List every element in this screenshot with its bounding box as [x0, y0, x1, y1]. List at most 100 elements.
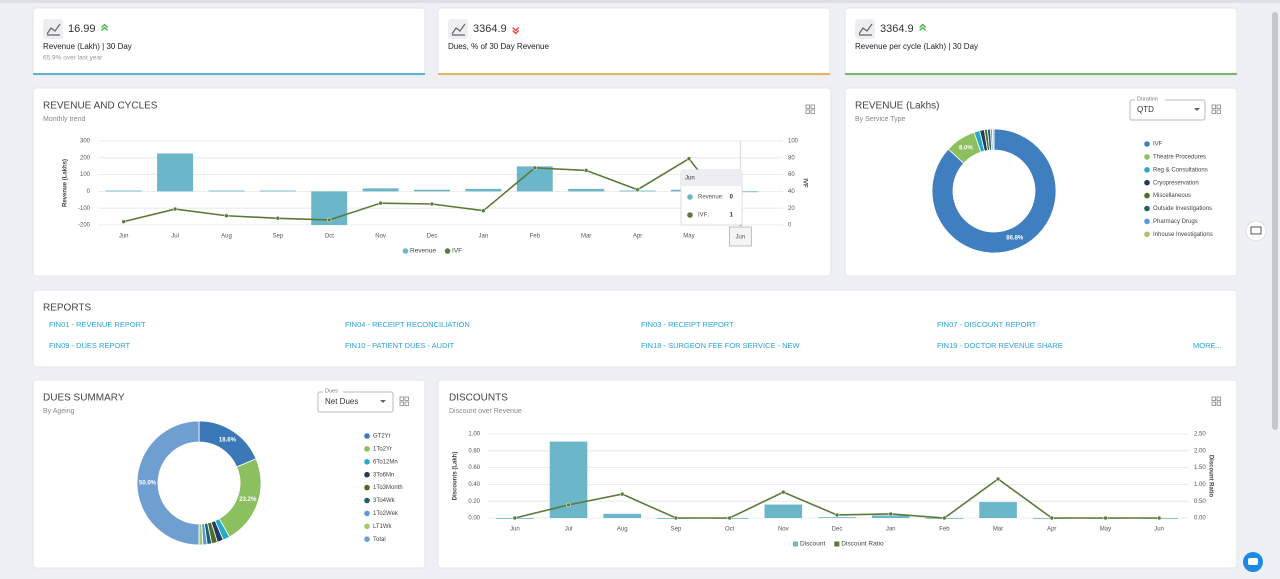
dropdown-label: Dues — [325, 388, 338, 394]
dropdown-value: QTD — [1137, 105, 1154, 114]
layout-icon — [1216, 109, 1221, 114]
top-bar — [0, 0, 1280, 3]
scrollbar[interactable] — [1272, 12, 1278, 430]
dropdown-value: Net Dues — [325, 397, 358, 406]
report-link[interactable]: FIN18 - SURGEON FEE FOR SERVICE - NEW — [641, 341, 801, 350]
trend-arrow — [512, 27, 520, 32]
y-axis-label: Discounts (Lakh) — [453, 452, 459, 501]
layout-icon — [805, 109, 810, 114]
legend-label: Outside Investigations — [1153, 206, 1212, 212]
slice-label: 8.0% — [959, 145, 973, 151]
dropdown-label-bg — [1135, 96, 1165, 102]
kpi-label: Revenue (Lakh) | 30 Day — [43, 42, 132, 51]
y-tick-label: 300 — [80, 139, 91, 145]
tooltip-label: IVF: — [698, 213, 709, 219]
layout-icon — [399, 401, 404, 406]
bar — [818, 517, 856, 518]
tooltip-title: Jun — [685, 176, 695, 182]
bar — [157, 153, 194, 192]
layout-icon — [810, 104, 815, 109]
legend-label: IVF — [452, 248, 462, 255]
line-point — [1156, 515, 1162, 521]
duration-dropdown[interactable] — [1129, 99, 1206, 121]
line-point — [619, 491, 625, 497]
chart-title: DUES SUMMARY — [43, 393, 125, 404]
legend-label: 3To6Mn — [373, 472, 394, 478]
legend-label: Theatre Procedures — [1153, 154, 1206, 160]
legend-marker — [364, 459, 370, 465]
chat-icon — [1248, 558, 1258, 565]
report-link[interactable]: FIN01 - REVENUE REPORT — [49, 320, 146, 329]
kpi-accent — [33, 73, 425, 75]
tooltip-header — [681, 170, 742, 186]
legend-label: Revenue — [410, 248, 436, 255]
legend-marker — [364, 497, 370, 504]
report-link[interactable]: FIN04 - RECEIPT RECONCILIATION — [345, 320, 470, 329]
y-tick-label: 0 — [87, 189, 91, 195]
layout-icon — [1211, 396, 1216, 401]
x-tick-label: Jul — [565, 527, 573, 533]
more-link[interactable]: MORE... — [1193, 341, 1222, 350]
legend-marker — [402, 248, 409, 254]
tooltip-label: Revenue: — [698, 195, 724, 201]
kpi-value: 3364.9 — [473, 23, 507, 35]
line-point — [512, 515, 518, 521]
x-tick-label: Feb — [530, 234, 541, 240]
line-point — [686, 156, 692, 161]
x-tick-label: Dec — [427, 234, 438, 240]
y-tick-label: 200 — [80, 155, 91, 161]
legend-marker — [444, 248, 451, 254]
report-link[interactable]: FIN10 - PATIENT DUES - AUDIT — [345, 341, 455, 350]
tooltip-value: 0 — [730, 195, 734, 201]
y-axis-label: Revenue (Lakhs) — [63, 159, 69, 207]
side-button[interactable] — [1245, 220, 1267, 242]
report-link[interactable]: FIN09 - DUES REPORT — [49, 341, 131, 350]
legend-marker — [1144, 192, 1150, 199]
layout-icon — [1211, 401, 1216, 406]
donut-slice — [992, 128, 995, 151]
chart-title: DISCOUNTS — [449, 393, 508, 404]
x-tick-label: Sep — [671, 527, 682, 533]
line-point — [275, 216, 281, 221]
dues-dropdown[interactable] — [317, 391, 394, 413]
line-point — [172, 206, 178, 212]
x-tick-label: Jan — [479, 234, 489, 240]
discounts-card — [437, 379, 1238, 569]
layout-icon — [805, 104, 810, 109]
legend-label: 1To3Month — [373, 485, 403, 491]
layout-icon — [1216, 104, 1221, 109]
x-tick-label: Nov — [778, 527, 789, 533]
legend-label: IVF — [1153, 142, 1163, 148]
bar — [764, 504, 803, 518]
bar — [105, 190, 142, 192]
report-link[interactable]: FIN07 - DISCOUNT REPORT — [937, 320, 1037, 329]
y2-tick-label: 1.00 — [1194, 482, 1206, 488]
report-link[interactable]: FIN03 - RECEIPT REPORT — [641, 320, 734, 329]
layout-icon — [404, 396, 409, 401]
kpi-icon-glyph — [46, 23, 61, 36]
line-point — [942, 515, 947, 521]
kpi-value: 16.99 — [68, 23, 96, 35]
donut-slice — [931, 128, 1057, 254]
bar — [603, 513, 642, 518]
reports-title: REPORTS — [43, 303, 91, 314]
line-point — [995, 476, 1001, 482]
revenue-cycles-card — [32, 87, 832, 277]
reports-card — [32, 289, 1238, 368]
dropdown-caret — [1194, 108, 1200, 111]
legend-marker — [793, 541, 798, 547]
x-tick-label: Mar — [993, 527, 1003, 533]
line-point — [1049, 515, 1055, 521]
legend-label: Total — [373, 537, 386, 543]
y-tick-label: 0.80 — [468, 448, 480, 454]
y-tick-label: 0.00 — [468, 516, 480, 522]
line-point — [727, 515, 732, 521]
legend-label: LT1Wk — [373, 524, 393, 530]
slice-label: 18.6% — [219, 438, 237, 444]
legend-marker — [1144, 167, 1150, 173]
y2-axis-label: Discount Ratio — [1207, 455, 1213, 498]
slice-label: 50.0% — [139, 481, 157, 487]
x-tick-label: Dec — [832, 527, 843, 533]
report-link[interactable]: FIN19 - DOCTOR REVENUE SHARE — [937, 341, 1063, 350]
